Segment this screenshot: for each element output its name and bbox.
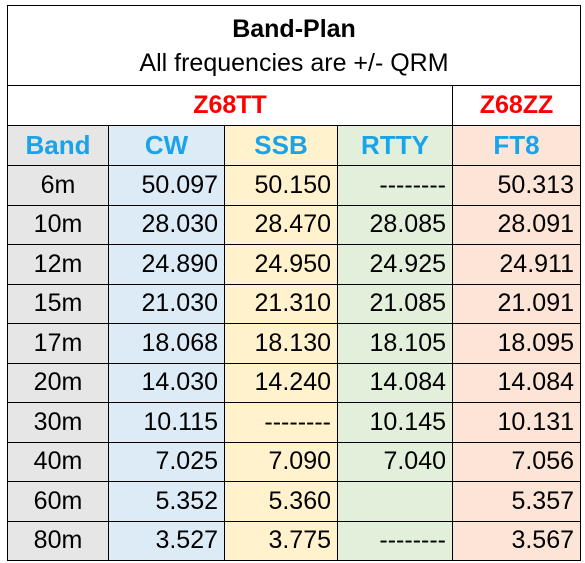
cw-cell: 14.030 (108, 362, 225, 403)
table-row: 80m 3.527 3.775 -------- 3.567 (7, 520, 581, 561)
band-cell: 15m (7, 283, 109, 324)
band-plan-table: Band-Plan All frequencies are +/- QRM Z6… (7, 5, 581, 561)
cw-cell: 18.068 (108, 323, 225, 364)
header-cw: CW (108, 125, 225, 166)
band-cell: 20m (7, 362, 109, 403)
cw-cell: 3.527 (108, 520, 225, 561)
ft8-cell: 18.095 (452, 323, 581, 364)
table-row: 6m 50.097 50.150 -------- 50.313 (7, 165, 581, 206)
ft8-cell: 28.091 (452, 204, 581, 245)
rtty-cell: -------- (337, 165, 453, 206)
header-row: Band CW SSB RTTY FT8 (7, 125, 581, 166)
table-row: 17m 18.068 18.130 18.105 18.095 (7, 323, 581, 364)
ft8-cell: 50.313 (452, 165, 581, 206)
frequency-rows: 6m 50.097 50.150 -------- 50.313 10m 28.030 28.… (7, 165, 581, 561)
rtty-cell: 24.925 (337, 244, 453, 285)
rtty-cell: -------- (337, 520, 453, 561)
rtty-cell: 14.084 (337, 362, 453, 403)
ssb-cell: -------- (224, 402, 338, 443)
table-row: 30m 10.115 -------- 10.145 10.131 (7, 402, 581, 443)
ssb-cell: 7.090 (224, 441, 338, 482)
band-cell: 17m (7, 323, 109, 364)
ssb-cell: 21.310 (224, 283, 338, 324)
ft8-cell: 7.056 (452, 441, 581, 482)
cw-cell: 50.097 (108, 165, 225, 206)
ssb-cell: 28.470 (224, 204, 338, 245)
cw-cell: 10.115 (108, 402, 225, 443)
header-ft8: FT8 (452, 125, 581, 166)
rtty-cell: 7.040 (337, 441, 453, 482)
cw-cell: 5.352 (108, 481, 225, 522)
ssb-cell: 24.950 (224, 244, 338, 285)
rtty-cell (337, 481, 453, 522)
sheet-subtitle: All frequencies are +/- QRM (139, 48, 449, 77)
callsign-left: Z68TT (7, 85, 453, 126)
table-row: 12m 24.890 24.950 24.925 24.911 (7, 244, 581, 285)
rtty-cell: 10.145 (337, 402, 453, 443)
ssb-cell: 50.150 (224, 165, 338, 206)
ssb-cell: 18.130 (224, 323, 338, 364)
header-rtty: RTTY (337, 125, 453, 166)
table-row: 40m 7.025 7.090 7.040 7.056 (7, 441, 581, 482)
table-row: 20m 14.030 14.240 14.084 14.084 (7, 362, 581, 403)
band-cell: 80m (7, 520, 109, 561)
header-band: Band (7, 125, 109, 166)
band-cell: 6m (7, 165, 109, 206)
rtty-cell: 28.085 (337, 204, 453, 245)
band-cell: 30m (7, 402, 109, 443)
title-cell: Band-Plan All frequencies are +/- QRM (7, 5, 581, 86)
cw-cell: 21.030 (108, 283, 225, 324)
callsign-right: Z68ZZ (452, 85, 581, 126)
ssb-cell: 14.240 (224, 362, 338, 403)
band-plan-sheet: Band-Plan All frequencies are +/- QRM Z6… (7, 5, 581, 561)
ft8-cell: 21.091 (452, 283, 581, 324)
ft8-cell: 14.084 (452, 362, 581, 403)
ssb-cell: 5.360 (224, 481, 338, 522)
cw-cell: 7.025 (108, 441, 225, 482)
ft8-cell: 5.357 (452, 481, 581, 522)
rtty-cell: 21.085 (337, 283, 453, 324)
ft8-cell: 24.911 (452, 244, 581, 285)
band-cell: 12m (7, 244, 109, 285)
band-cell: 40m (7, 441, 109, 482)
sheet-title: Band-Plan (232, 14, 356, 43)
title-row: Band-Plan All frequencies are +/- QRM (7, 5, 581, 86)
ssb-cell: 3.775 (224, 520, 338, 561)
callsign-row: Z68TT Z68ZZ (7, 85, 581, 126)
header-ssb: SSB (224, 125, 338, 166)
table-row: 10m 28.030 28.470 28.085 28.091 (7, 204, 581, 245)
table-row: 15m 21.030 21.310 21.085 21.091 (7, 283, 581, 324)
band-cell: 60m (7, 481, 109, 522)
ft8-cell: 10.131 (452, 402, 581, 443)
cw-cell: 24.890 (108, 244, 225, 285)
ft8-cell: 3.567 (452, 520, 581, 561)
rtty-cell: 18.105 (337, 323, 453, 364)
cw-cell: 28.030 (108, 204, 225, 245)
band-cell: 10m (7, 204, 109, 245)
table-row: 60m 5.352 5.360 5.357 (7, 481, 581, 522)
